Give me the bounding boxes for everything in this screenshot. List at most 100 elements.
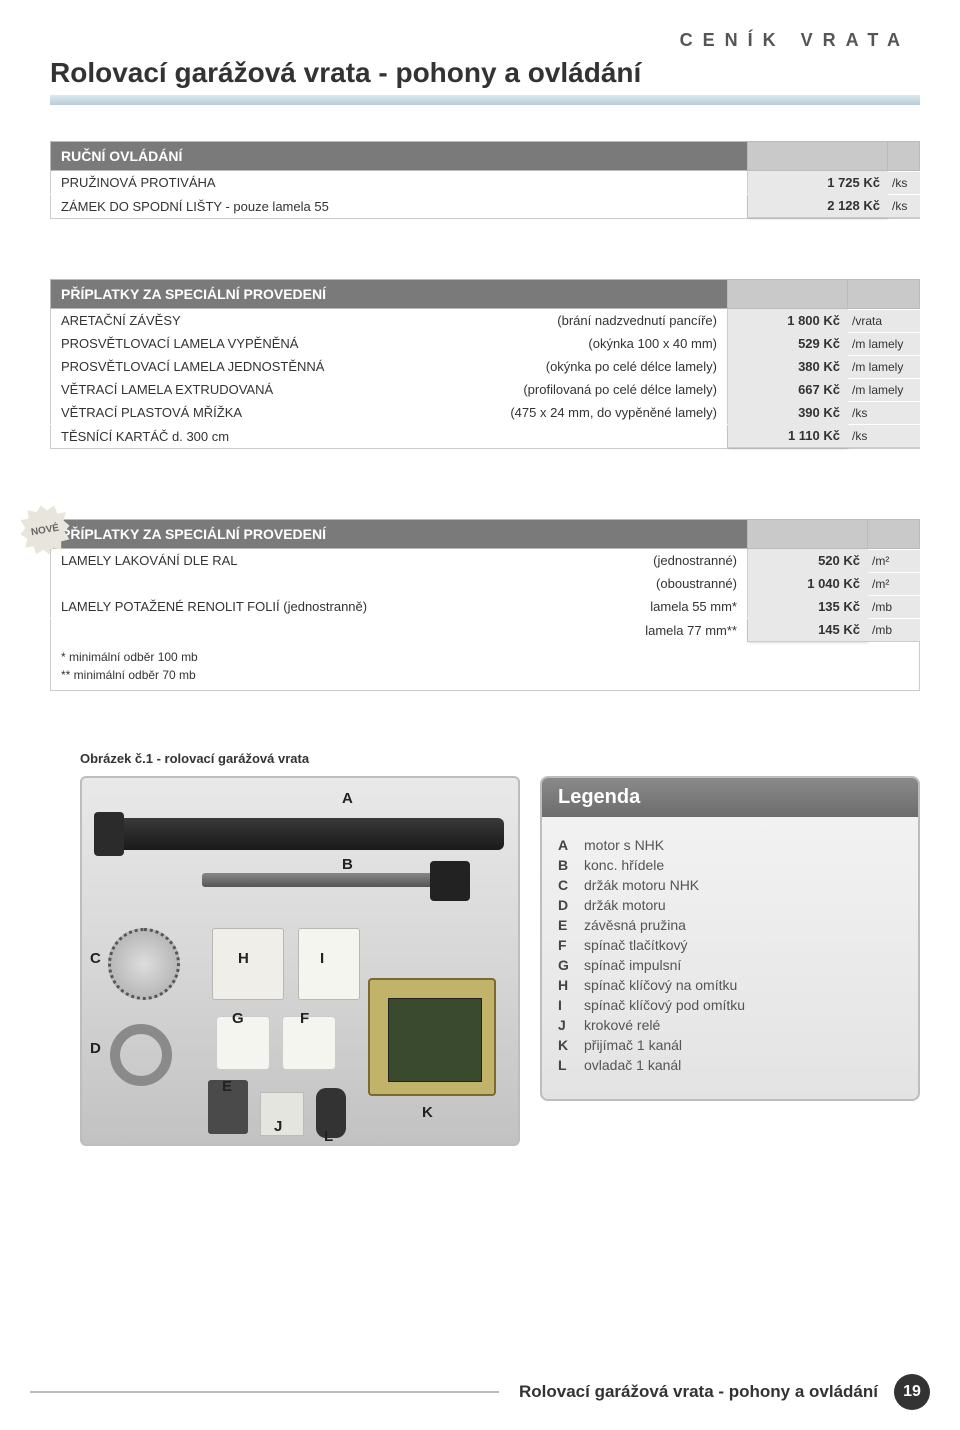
table3-price-header bbox=[748, 519, 868, 549]
cell-price: 667 Kč bbox=[728, 378, 848, 401]
table-row: TĚSNÍCÍ KARTÁČ d. 300 cm 1 110 Kč /ks bbox=[50, 424, 920, 448]
legend-key: J bbox=[558, 1017, 584, 1033]
motor-icon bbox=[100, 818, 504, 850]
fig-label-j: J bbox=[274, 1118, 282, 1135]
cell-unit: /ks bbox=[848, 402, 920, 424]
shaft-icon bbox=[202, 873, 452, 887]
legend-row: Hspínač klíčový na omítku bbox=[558, 975, 902, 995]
figure-image: A B C D E F G H I J K L bbox=[80, 776, 520, 1146]
cell-unit: /m lamely bbox=[848, 333, 920, 355]
fig-label-e: E bbox=[222, 1078, 232, 1095]
legend-key: L bbox=[558, 1057, 584, 1073]
legend-val: spínač klíčový pod omítku bbox=[584, 997, 745, 1013]
cell-unit: /m² bbox=[868, 550, 920, 572]
table1-price-header bbox=[748, 141, 888, 171]
legend-row: Ezávěsná pružina bbox=[558, 915, 902, 935]
legend-val: držák motoru NHK bbox=[584, 877, 699, 893]
table3-unit-header bbox=[868, 519, 920, 549]
fig-label-i: I bbox=[320, 950, 324, 967]
table2-header: PŘÍPLATKY ZA SPECIÁLNÍ PROVEDENÍ bbox=[50, 279, 728, 309]
legend-key: D bbox=[558, 897, 584, 913]
legend-row: Bkonc. hřídele bbox=[558, 855, 902, 875]
fig-label-a: A bbox=[342, 790, 353, 807]
legend-row: Gspínač impulsní bbox=[558, 955, 902, 975]
cell-name: PROSVĚTLOVACÍ LAMELA VYPĚNĚNÁ bbox=[61, 336, 588, 351]
cell-name: VĚTRACÍ LAMELA EXTRUDOVANÁ bbox=[61, 382, 523, 397]
cell-note: (oboustranné) bbox=[656, 576, 737, 591]
fig-label-k: K bbox=[422, 1104, 433, 1121]
legend-row: Ddržák motoru bbox=[558, 895, 902, 915]
cell-price: 390 Kč bbox=[728, 401, 848, 424]
table-row: PRUŽINOVÁ PROTIVÁHA 1 725 Kč /ks bbox=[50, 171, 920, 194]
legend: Legenda Amotor s NHK Bkonc. hřídele Cdrž… bbox=[540, 776, 920, 1101]
legend-row: Amotor s NHK bbox=[558, 835, 902, 855]
cell-price: 1 800 Kč bbox=[728, 309, 848, 332]
table-manual-control: RUČNÍ OVLÁDÁNÍ PRUŽINOVÁ PROTIVÁHA 1 725… bbox=[50, 141, 920, 219]
fig-label-h: H bbox=[238, 950, 249, 967]
table-special-1: PŘÍPLATKY ZA SPECIÁLNÍ PROVEDENÍ ARETAČN… bbox=[50, 279, 920, 449]
legend-key: K bbox=[558, 1037, 584, 1053]
legend-key: A bbox=[558, 837, 584, 853]
fig-label-f: F bbox=[300, 1010, 309, 1027]
header-kicker: CENÍK VRATA bbox=[50, 30, 920, 51]
cell-unit: /ks bbox=[888, 172, 920, 194]
table-special-2: PŘÍPLATKY ZA SPECIÁLNÍ PROVEDENÍ LAMELY … bbox=[50, 519, 920, 691]
cell-note: (okýnka 100 x 40 mm) bbox=[588, 336, 717, 351]
cell-price: 1 040 Kč bbox=[748, 572, 868, 595]
table-row: PROSVĚTLOVACÍ LAMELA VYPĚNĚNÁ(okýnka 100… bbox=[50, 332, 920, 355]
legend-val: přijímač 1 kanál bbox=[584, 1037, 682, 1053]
legend-val: spínač klíčový na omítku bbox=[584, 977, 737, 993]
table-row: ZÁMEK DO SPODNÍ LIŠTY - pouze lamela 55 … bbox=[50, 194, 920, 218]
ring-icon bbox=[110, 1024, 172, 1086]
table1-unit-header bbox=[888, 141, 920, 171]
legend-val: spínač tlačítkový bbox=[584, 937, 688, 953]
cell-price: 529 Kč bbox=[728, 332, 848, 355]
cell-price: 145 Kč bbox=[748, 618, 868, 642]
legend-val: krokové relé bbox=[584, 1017, 660, 1033]
table-row: LAMELY POTAŽENÉ RENOLIT FOLIÍ (jednostra… bbox=[50, 595, 920, 618]
cell-unit: /m lamely bbox=[848, 379, 920, 401]
legend-val: závěsná pružina bbox=[584, 917, 686, 933]
disc-icon bbox=[108, 928, 180, 1000]
cell-unit: /mb bbox=[868, 596, 920, 618]
legend-val: motor s NHK bbox=[584, 837, 664, 853]
cell-name: PRUŽINOVÁ PROTIVÁHA bbox=[61, 175, 737, 190]
legend-val: ovladač 1 kanál bbox=[584, 1057, 681, 1073]
legend-row: Jkrokové relé bbox=[558, 1015, 902, 1035]
cell-note: (brání nadzvednutí pancíře) bbox=[557, 313, 717, 328]
cell-name: ARETAČNÍ ZÁVĚSY bbox=[61, 313, 557, 328]
cell-price: 1 725 Kč bbox=[748, 171, 888, 194]
cell-name bbox=[61, 623, 645, 638]
cell-name: VĚTRACÍ PLASTOVÁ MŘÍŽKA bbox=[61, 405, 510, 420]
legend-key: G bbox=[558, 957, 584, 973]
cell-name: ZÁMEK DO SPODNÍ LIŠTY - pouze lamela 55 bbox=[61, 199, 737, 214]
cell-unit: /mb bbox=[868, 619, 920, 642]
cell-unit: /ks bbox=[848, 425, 920, 448]
cell-name: PROSVĚTLOVACÍ LAMELA JEDNOSTĚNNÁ bbox=[61, 359, 546, 374]
table2-price-header bbox=[728, 279, 848, 309]
table3-footnotes: * minimální odběr 100 mb ** minimální od… bbox=[50, 642, 920, 691]
footer: Rolovací garážová vrata - pohony a ovlád… bbox=[0, 1374, 960, 1410]
legend-key: E bbox=[558, 917, 584, 933]
table1-header: RUČNÍ OVLÁDÁNÍ bbox=[50, 141, 748, 171]
table-row: PROSVĚTLOVACÍ LAMELA JEDNOSTĚNNÁ(okýnka … bbox=[50, 355, 920, 378]
cell-name: LAMELY POTAŽENÉ RENOLIT FOLIÍ (jednostra… bbox=[61, 599, 650, 614]
legend-key: F bbox=[558, 937, 584, 953]
cell-name: TĚSNÍCÍ KARTÁČ d. 300 cm bbox=[61, 429, 717, 444]
legend-key: B bbox=[558, 857, 584, 873]
cell-unit: /m² bbox=[868, 573, 920, 595]
fig-label-b: B bbox=[342, 856, 353, 873]
table2-unit-header bbox=[848, 279, 920, 309]
cell-name bbox=[61, 576, 656, 591]
cell-price: 520 Kč bbox=[748, 549, 868, 572]
cell-note: (jednostranné) bbox=[653, 553, 737, 568]
table3-header: PŘÍPLATKY ZA SPECIÁLNÍ PROVEDENÍ bbox=[50, 519, 748, 549]
legend-row: Lovladač 1 kanál bbox=[558, 1055, 902, 1075]
table-row: (oboustranné) 1 040 Kč /m² bbox=[50, 572, 920, 595]
cell-price: 1 110 Kč bbox=[728, 424, 848, 448]
legend-val: držák motoru bbox=[584, 897, 666, 913]
footnote: ** minimální odběr 70 mb bbox=[61, 666, 909, 684]
cell-note: (475 x 24 mm, do vypěněné lamely) bbox=[510, 405, 717, 420]
table-row: VĚTRACÍ LAMELA EXTRUDOVANÁ(profilovaná p… bbox=[50, 378, 920, 401]
table-row: VĚTRACÍ PLASTOVÁ MŘÍŽKA(475 x 24 mm, do … bbox=[50, 401, 920, 424]
